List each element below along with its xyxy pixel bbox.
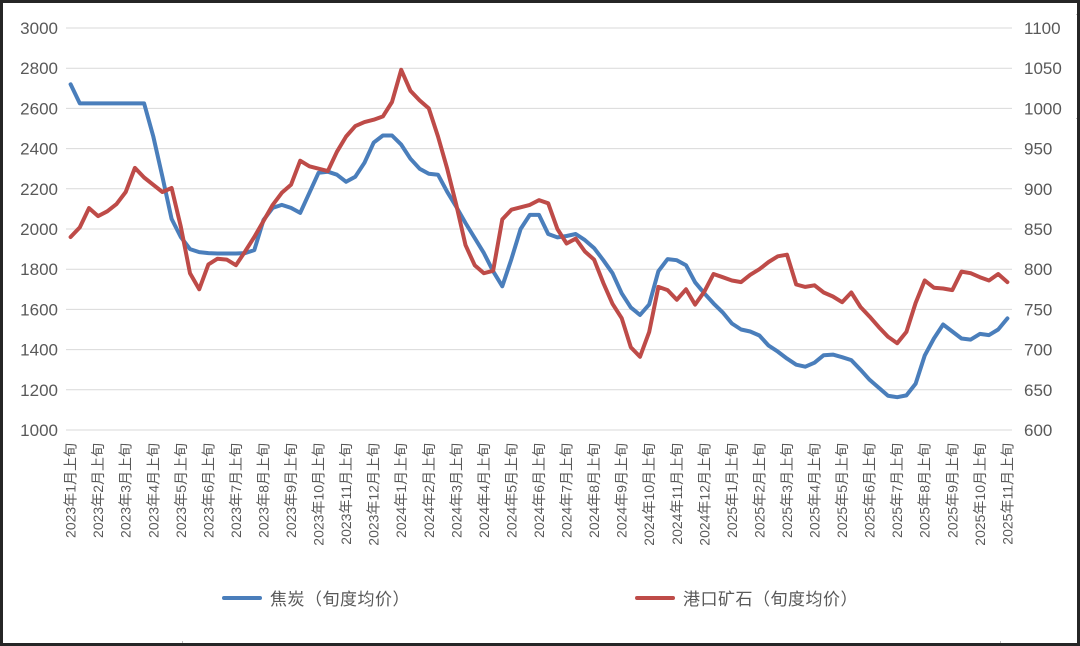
- x-axis-month-label: 2024年8月上旬: [586, 443, 602, 538]
- legend-label-ore: 港口矿石（旬度均价）: [683, 590, 858, 609]
- y-axis-right-tick-label: 600: [1024, 421, 1052, 440]
- spreadsheet-gridline-artifact: [182, 641, 183, 646]
- y-axis-right-labels: 1100 1050 1000 950 900 850 800 750 700 650 600: [1024, 19, 1062, 440]
- x-axis-month-label: 2023年9月上旬: [283, 443, 299, 538]
- coke-line-swatch-icon: [222, 595, 262, 600]
- x-axis-month-label: 2025年2月上旬: [751, 443, 767, 538]
- x-axis-month-label: 2023年11月上旬: [338, 443, 354, 545]
- y-axis-left-tick-label: 2400: [20, 140, 58, 159]
- y-axis-right-tick-label: 850: [1024, 220, 1052, 239]
- legend-item-ore: 港口矿石（旬度均价）: [635, 585, 858, 610]
- coke-price-line: [68, 82, 1010, 400]
- ore-line-swatch-icon: [635, 595, 675, 600]
- spreadsheet-gridline-artifact: [1076, 14, 1080, 15]
- x-axis-month-label: 2023年6月上旬: [200, 443, 216, 538]
- x-axis-month-label: 2024年2月上旬: [421, 443, 437, 538]
- x-axis-month-label: 2024年9月上旬: [614, 443, 630, 538]
- x-axis-month-label: 2025年1月上旬: [724, 443, 740, 538]
- y-axis-left-tick-label: 3000: [20, 19, 58, 38]
- x-axis-month-label: 2023年10月上旬: [311, 443, 327, 546]
- x-axis-month-label: 2025年6月上旬: [862, 443, 878, 538]
- x-axis-month-label: 2024年3月上旬: [448, 443, 464, 538]
- ore-price-line: [68, 67, 1010, 359]
- legend: 焦炭（旬度均价） 港口矿石（旬度均价）: [0, 585, 1080, 610]
- legend-label-coke: 焦炭（旬度均价）: [270, 590, 410, 609]
- y-axis-left-tick-label: 2600: [20, 99, 58, 118]
- y-axis-left-labels: 3000 2800 2600 2400 2200 2000 1800 1600 1400 1200…: [20, 19, 58, 440]
- y-axis-left-tick-label: 1800: [20, 260, 58, 279]
- x-axis-month-label: 2024年5月上旬: [503, 443, 519, 538]
- y-axis-right-tick-label: 750: [1024, 300, 1052, 319]
- y-axis-right-tick-label: 900: [1024, 180, 1052, 199]
- x-axis-month-label: 2025年3月上旬: [779, 443, 795, 538]
- x-axis-month-label: 2024年10月上旬: [641, 443, 657, 546]
- x-axis-month-label: 2025年4月上旬: [807, 443, 823, 538]
- x-axis-month-label: 2023年4月上旬: [145, 443, 161, 538]
- legend-item-coke: 焦炭（旬度均价）: [222, 585, 410, 610]
- x-axis-month-label: 2024年6月上旬: [531, 443, 547, 538]
- x-axis-month-label: 2025年10月上旬: [972, 443, 988, 546]
- x-axis-month-label: 2025年5月上旬: [834, 443, 850, 538]
- x-axis-month-label: 2024年12月上旬: [696, 443, 712, 546]
- y-axis-right-tick-label: 1000: [1024, 99, 1062, 118]
- y-axis-left-tick-label: 2200: [20, 180, 58, 199]
- x-axis-month-label: 2025年7月上旬: [889, 443, 905, 538]
- x-axis-month-label: 2023年3月上旬: [118, 443, 134, 538]
- y-axis-right-tick-label: 700: [1024, 341, 1052, 360]
- x-axis-month-label: 2025年9月上旬: [944, 443, 960, 538]
- gridlines: [66, 27, 1012, 431]
- x-axis-labels: 2023年1月上旬 2023年2月上旬 2023年3月上旬 2023年4月上旬 2023…: [63, 443, 1016, 546]
- y-axis-right-tick-label: 1050: [1024, 59, 1062, 78]
- x-axis-month-label: 2023年2月上旬: [90, 443, 106, 538]
- x-axis-month-label: 2024年11月上旬: [669, 443, 685, 545]
- x-axis-month-label: 2024年4月上旬: [476, 443, 492, 538]
- x-axis-month-label: 2023年5月上旬: [173, 443, 189, 538]
- x-axis-month-label: 2025年11月上旬: [999, 443, 1015, 545]
- x-axis-month-label: 2025年8月上旬: [917, 443, 933, 538]
- y-axis-left-tick-label: 2800: [20, 59, 58, 78]
- x-axis-month-label: 2024年7月上旬: [559, 443, 575, 538]
- x-axis-month-label: 2023年12月上旬: [366, 443, 382, 546]
- y-axis-right-tick-label: 650: [1024, 381, 1052, 400]
- y-axis-left-tick-label: 1400: [20, 341, 58, 360]
- y-axis-right-tick-label: 800: [1024, 260, 1052, 279]
- y-axis-left-tick-label: 1600: [20, 300, 58, 319]
- y-axis-right-tick-label: 1100: [1024, 19, 1061, 38]
- spreadsheet-gridline-artifact: [70, 0, 114, 1]
- y-axis-left-tick-label: 1200: [20, 381, 58, 400]
- x-axis-month-label: 2023年1月上旬: [63, 443, 79, 538]
- y-axis-left-tick-label: 2000: [20, 220, 58, 239]
- spreadsheet-gridline-artifact: [1000, 641, 1001, 646]
- x-axis-month-label: 2024年1月上旬: [393, 443, 409, 538]
- x-axis-month-label: 2023年7月上旬: [228, 443, 244, 538]
- x-axis-month-label: 2023年8月上旬: [255, 443, 271, 538]
- spreadsheet-gridline-artifact: [1076, 118, 1080, 119]
- y-axis-right-tick-label: 950: [1024, 140, 1052, 159]
- y-axis-left-tick-label: 1000: [20, 421, 58, 440]
